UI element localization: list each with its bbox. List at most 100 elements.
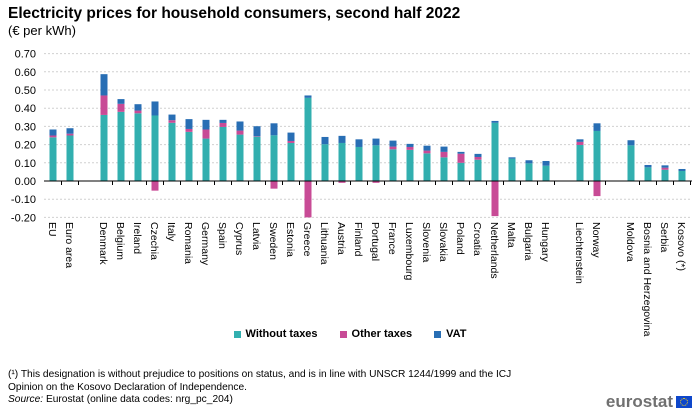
x-tick-label: Bulgaria [522, 222, 534, 261]
x-tick-label: Netherlands [488, 222, 500, 279]
bar-without-taxes [491, 122, 499, 181]
legend-swatch [434, 330, 442, 338]
bar-vat [576, 139, 584, 142]
bar-other-taxes [423, 150, 431, 154]
bar-other-taxes [185, 128, 193, 132]
legend-label: VAT [446, 328, 467, 340]
x-tick-label: Romania [182, 222, 194, 265]
bar-without-taxes [270, 135, 278, 181]
bar-without-taxes [151, 115, 159, 181]
bar-vat [287, 132, 295, 141]
bar-without-taxes [678, 170, 686, 181]
y-tick-label: 0.50 [15, 85, 36, 97]
y-tick-label: 0.40 [15, 103, 36, 115]
bar-other-taxes [576, 141, 584, 145]
bar-vat [168, 114, 176, 121]
bar-without-taxes [644, 167, 652, 181]
bar-vat [423, 145, 431, 151]
bar-other-taxes [372, 181, 380, 183]
bar-vat [117, 99, 125, 104]
y-tick-label: 0.60 [15, 67, 36, 79]
x-tick-label: Belgium [114, 222, 126, 260]
bar-vat [440, 146, 448, 152]
bar-other-taxes [440, 151, 448, 158]
x-tick-label: Kosovo (*) [675, 222, 687, 272]
bar-vat [185, 119, 193, 129]
bar-vat [491, 120, 499, 123]
x-tick-label: Finland [352, 222, 364, 257]
eu-flag-icon [676, 396, 692, 408]
bar-without-taxes [338, 142, 346, 181]
bar-other-taxes [66, 133, 74, 136]
bar-without-taxes [440, 157, 448, 181]
x-tick-label: Poland [454, 222, 466, 255]
bar-without-taxes [576, 144, 584, 181]
x-tick-label: Italy [165, 222, 177, 242]
bar-without-taxes [525, 163, 533, 181]
source-text: Eurostat (online data codes: nrg_pc_204) [43, 394, 233, 405]
bar-vat [270, 123, 278, 136]
bar-without-taxes [372, 145, 380, 181]
bar-without-taxes [542, 165, 550, 181]
x-tick-label: Hungary [539, 222, 551, 262]
x-tick-label: Bosnia and Herzegovina [641, 222, 653, 337]
bar-other-taxes [474, 156, 482, 160]
bar-without-taxes [593, 130, 601, 181]
bar-other-taxes [338, 181, 346, 183]
x-tick-label: Croatia [471, 222, 483, 256]
y-tick-label: 0.20 [15, 140, 36, 152]
legend-item: Without taxes [233, 328, 318, 340]
bar-without-taxes [100, 114, 108, 181]
x-tick-label: Estonia [284, 222, 296, 258]
x-tick-label: Ireland [131, 222, 143, 255]
bar-without-taxes [219, 126, 227, 181]
y-tick-label: 0.10 [15, 158, 36, 170]
bar-vat [389, 140, 397, 147]
x-tick-label: Lithuania [318, 222, 330, 265]
eurostat-logo: eurostat [606, 392, 692, 412]
bar-vat [678, 168, 686, 171]
bar-other-taxes [151, 181, 159, 191]
bar-vat [236, 121, 244, 131]
footnote-line-1: (¹) This designation is without prejudic… [8, 369, 512, 380]
bar-without-taxes [508, 158, 516, 181]
bar-without-taxes [423, 153, 431, 181]
bar-vat [321, 136, 329, 145]
x-tick-label: Cyprus [233, 222, 245, 256]
bar-without-taxes [253, 136, 261, 181]
x-tick-label: Malta [505, 222, 517, 248]
bar-vat [134, 104, 142, 111]
bar-vat [151, 101, 159, 116]
x-tick-label: Liechtenstein [573, 222, 585, 284]
legend: Without taxes Other taxes VAT [0, 328, 700, 340]
bar-without-taxes [134, 113, 142, 181]
x-tick-label: Denmark [97, 222, 109, 265]
bar-vat [66, 128, 74, 134]
bar-vat [338, 135, 346, 143]
footnote-line-2: Opinion on the Kosovo Declaration of Ind… [8, 381, 248, 393]
bar-without-taxes [389, 149, 397, 181]
x-tick-label: Greece [301, 222, 313, 257]
source-label: Source: [8, 394, 44, 405]
x-tick-label: Slovenia [420, 222, 432, 263]
bar-other-taxes [117, 103, 125, 112]
bar-without-taxes [457, 162, 465, 181]
bar-vat [355, 139, 363, 147]
bar-vat [457, 151, 465, 154]
bar-vat [508, 157, 516, 159]
x-tick-label: Spain [216, 222, 228, 249]
bar-without-taxes [661, 169, 669, 181]
bar-other-taxes [406, 146, 414, 150]
bar-other-taxes [287, 140, 295, 143]
x-tick-label: Austria [335, 222, 347, 255]
bar-without-taxes [355, 146, 363, 181]
legend-label: Without taxes [245, 328, 318, 340]
bar-without-taxes [474, 159, 482, 181]
bar-without-taxes [406, 149, 414, 181]
bar-other-taxes [661, 167, 669, 170]
legend-item: Other taxes [339, 328, 412, 340]
bar-vat [219, 119, 227, 123]
x-tick-label: Latvia [250, 222, 262, 251]
x-tick-label: Slovakia [437, 222, 449, 262]
bar-without-taxes [627, 145, 635, 181]
